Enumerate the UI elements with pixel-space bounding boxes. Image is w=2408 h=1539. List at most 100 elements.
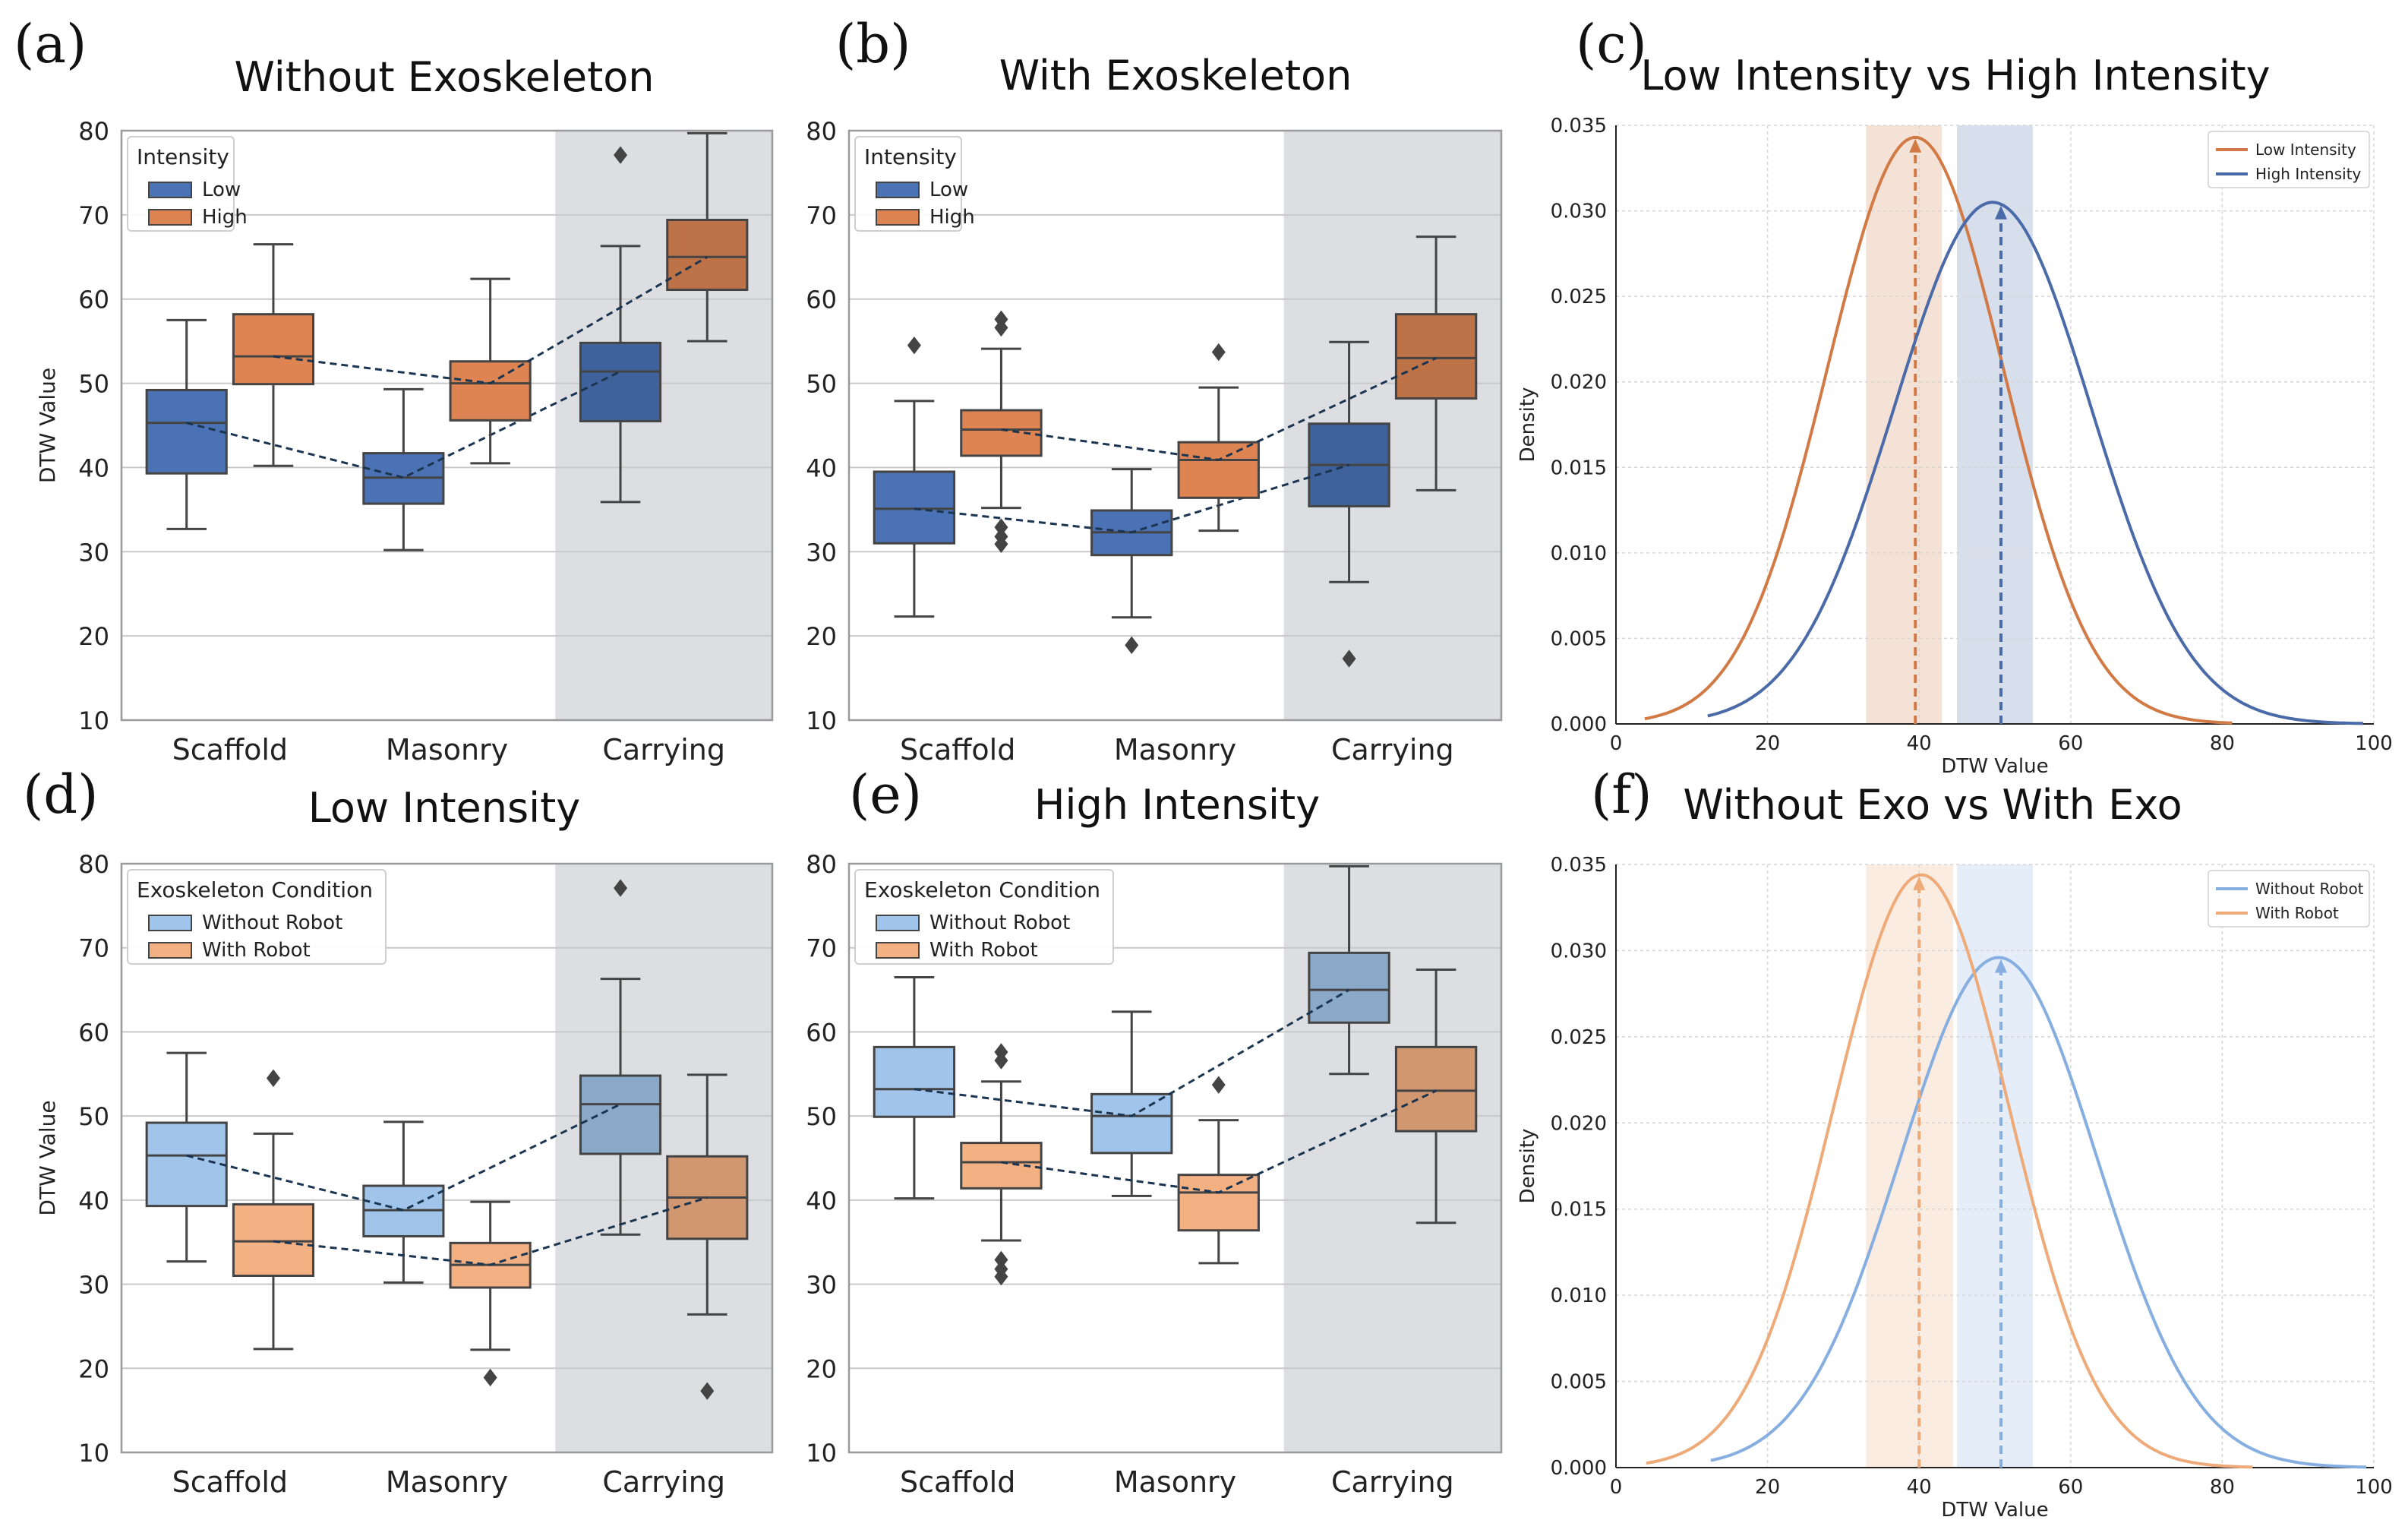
legend-swatch [148, 942, 192, 959]
legend-label: With Robot [2255, 904, 2339, 922]
y-tick-label: 0.010 [1551, 1285, 1607, 1307]
y-tick-label: 0.010 [1551, 542, 1607, 565]
y-axis-label: Density [1516, 387, 1539, 463]
y-tick-label: 40 [806, 1187, 837, 1215]
y-tick-label: 70 [78, 201, 109, 230]
y-tick-label: 50 [806, 370, 837, 399]
legend-label: With Robot [929, 939, 1038, 962]
legend-title: Intensity [864, 144, 957, 169]
y-tick-label: 30 [78, 538, 109, 567]
outlier-point [266, 1069, 280, 1088]
legend-label: High [202, 206, 248, 229]
y-tick-label: 0.005 [1551, 627, 1607, 650]
y-tick-label: 0.030 [1551, 201, 1607, 223]
outlier-point [1342, 649, 1356, 668]
x-tick-label: Scaffold [172, 1465, 288, 1499]
y-tick-label: 10 [806, 706, 837, 735]
x-tick-label: 80 [2210, 1476, 2235, 1499]
legend-swatch [876, 915, 920, 931]
y-tick-label: 0.035 [1551, 115, 1607, 137]
axes-frame [847, 862, 1503, 1454]
outlier-point [483, 1368, 497, 1387]
legend: Intensity Low High [127, 136, 248, 232]
x-tick-label: Masonry [386, 1465, 508, 1499]
legend-label: Low [929, 179, 968, 201]
highlight-band [1866, 125, 1942, 724]
trend-line [273, 1196, 708, 1266]
density-curve-low-intensity [1644, 135, 2233, 725]
trend-line [914, 988, 1350, 1117]
box-high-masonry [1177, 343, 1260, 532]
panel-e: (e) High Intensity 10 20 30 40 50 60 70 80 Scaffol… [806, 763, 1503, 1499]
x-tick-label: 100 [2355, 1476, 2393, 1499]
legend-swatch [148, 209, 192, 226]
box-without-robot-masonry [362, 1120, 445, 1284]
x-tick-label: 40 [1907, 1476, 1932, 1499]
box-low-carrying [579, 146, 662, 504]
outlier-point [1211, 1076, 1226, 1094]
y-tick-label: 0.000 [1551, 713, 1607, 736]
trend-line [914, 463, 1350, 534]
legend-title: Exoskeleton Condition [137, 877, 373, 902]
legend-swatch [876, 942, 920, 959]
legend-swatch [148, 182, 192, 198]
legend-label: Without Robot [2255, 880, 2364, 898]
y-tick-label: 10 [78, 1439, 109, 1468]
x-tick-label: Scaffold [900, 1465, 1015, 1499]
peak-marker-arrow [1913, 876, 1926, 890]
box-low-scaffold [873, 336, 956, 618]
box-iqr [873, 1045, 956, 1118]
panel-label: (a) [14, 13, 87, 75]
y-tick-label: 70 [806, 934, 837, 963]
chart-title: Low Intensity [308, 784, 581, 832]
box-high-carrying [666, 131, 749, 343]
density-curve-high-intensity [1707, 201, 2364, 725]
box-low-masonry [1090, 468, 1173, 655]
x-tick-label: 0 [1610, 732, 1623, 755]
outlier-point [994, 1259, 1008, 1278]
outlier-point [614, 879, 628, 897]
legend-label: Low Intensity [2255, 141, 2356, 159]
box-without-robot-carrying [579, 879, 662, 1236]
legend-frame [2208, 870, 2370, 928]
y-tick-label: 40 [806, 453, 837, 482]
x-tick-label: Scaffold [900, 733, 1015, 766]
box-iqr [145, 388, 228, 475]
x-tick-label: Masonry [386, 733, 508, 766]
y-tick-label: 40 [78, 453, 109, 482]
legend-swatch [876, 182, 920, 198]
highlight-band [1957, 125, 2033, 724]
x-tick-label: Masonry [1114, 1465, 1236, 1499]
panel-c: (c)Low Intensity vs High Intensity 0 20 40 6… [1516, 13, 2393, 778]
x-tick-label: 0 [1610, 1476, 1623, 1499]
y-tick-label: 40 [78, 1187, 109, 1215]
box-without-robot-scaffold [145, 1051, 228, 1263]
trend-line [273, 255, 709, 385]
legend-label: High Intensity [2255, 165, 2362, 183]
box-iqr [1308, 951, 1390, 1024]
box-iqr [666, 219, 749, 292]
legend-frame [854, 869, 1114, 965]
legend: Exoskeleton Condition Without Robot With R… [854, 869, 1114, 965]
panel-label: (c) [1576, 13, 1647, 75]
y-axis-label: DTW Value [35, 368, 60, 483]
y-tick-label: 20 [78, 622, 109, 651]
y-tick-label: 0.015 [1551, 1199, 1607, 1221]
y-tick-label: 60 [78, 286, 109, 314]
chart-title: Low Intensity vs High Intensity [1640, 52, 2270, 100]
trend-line [186, 1103, 621, 1212]
box-iqr [1090, 1092, 1173, 1155]
box-without-robot-scaffold [873, 975, 956, 1200]
box-low-masonry [362, 387, 445, 551]
y-tick-label: 0.035 [1551, 854, 1607, 877]
x-tick-label: 60 [2058, 1476, 2083, 1499]
box-without-robot-carrying [1308, 864, 1390, 1076]
chart-title: Without Exo vs With Exo [1683, 781, 2182, 829]
box-high-scaffold [960, 310, 1043, 554]
y-tick-label: 50 [806, 1102, 837, 1131]
legend-label: High [929, 206, 975, 229]
box-iqr [232, 1202, 315, 1277]
x-tick-label: 60 [2058, 732, 2083, 755]
legend: Exoskeleton Condition Without Robot With R… [127, 869, 387, 965]
